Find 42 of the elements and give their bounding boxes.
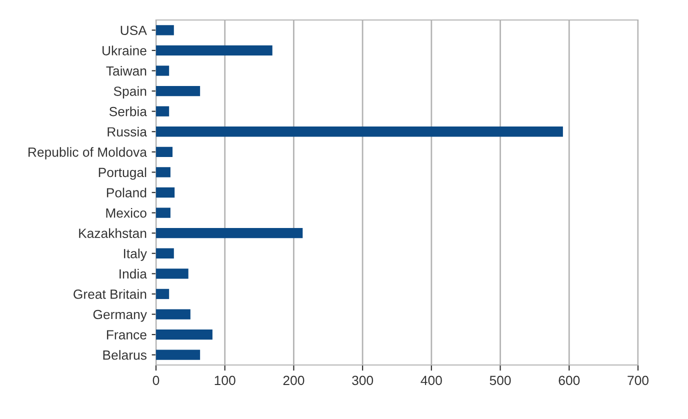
y-tick-label: Ukraine [102, 46, 146, 56]
y-tick-label: Portugal [98, 167, 146, 180]
y-tick-label: Kazakhstan [79, 228, 146, 238]
y-tick-label: Republic of Moldova [28, 147, 147, 160]
y-tick-label: Germany [93, 310, 147, 322]
x-tick-label: 700 [628, 376, 648, 386]
bar [156, 167, 170, 178]
x-tick-label: 200 [283, 376, 304, 386]
y-tick-label: Mexico [106, 208, 146, 218]
x-tick-label: 100 [214, 376, 236, 386]
bar [156, 25, 174, 36]
x-tick-label: 300 [352, 376, 374, 386]
x-tick-label: 400 [420, 376, 442, 386]
x-tick-label: 0 [152, 376, 160, 386]
bar [156, 350, 200, 360]
y-tick-label: Poland [106, 188, 146, 198]
y-tick-label: Belarus [103, 350, 146, 360]
x-tick-label: 500 [490, 376, 511, 386]
bar [156, 309, 190, 320]
y-tick-label: India [120, 268, 147, 279]
bar [156, 208, 170, 218]
bar [156, 329, 212, 340]
bar [156, 187, 175, 198]
bar [156, 268, 188, 279]
y-tick-label: Russia [108, 126, 147, 137]
bar [156, 66, 170, 76]
y-tick-label: Serbia [109, 106, 147, 116]
bar [156, 146, 173, 157]
y-tick-label: USA [120, 26, 147, 36]
bar [156, 86, 200, 96]
y-tick-label: Spain [114, 86, 146, 99]
bar [156, 288, 170, 300]
x-tick-label: 600 [558, 376, 580, 386]
y-tick-label: Great Britain [74, 289, 146, 299]
y-tick-label: France [106, 330, 146, 340]
y-tick-label: Taiwan [106, 66, 146, 76]
bar [156, 228, 303, 238]
bar [156, 106, 170, 116]
y-tick-label: Italy [124, 248, 147, 261]
bar [156, 248, 174, 258]
bar [156, 45, 272, 56]
bar [156, 126, 563, 137]
